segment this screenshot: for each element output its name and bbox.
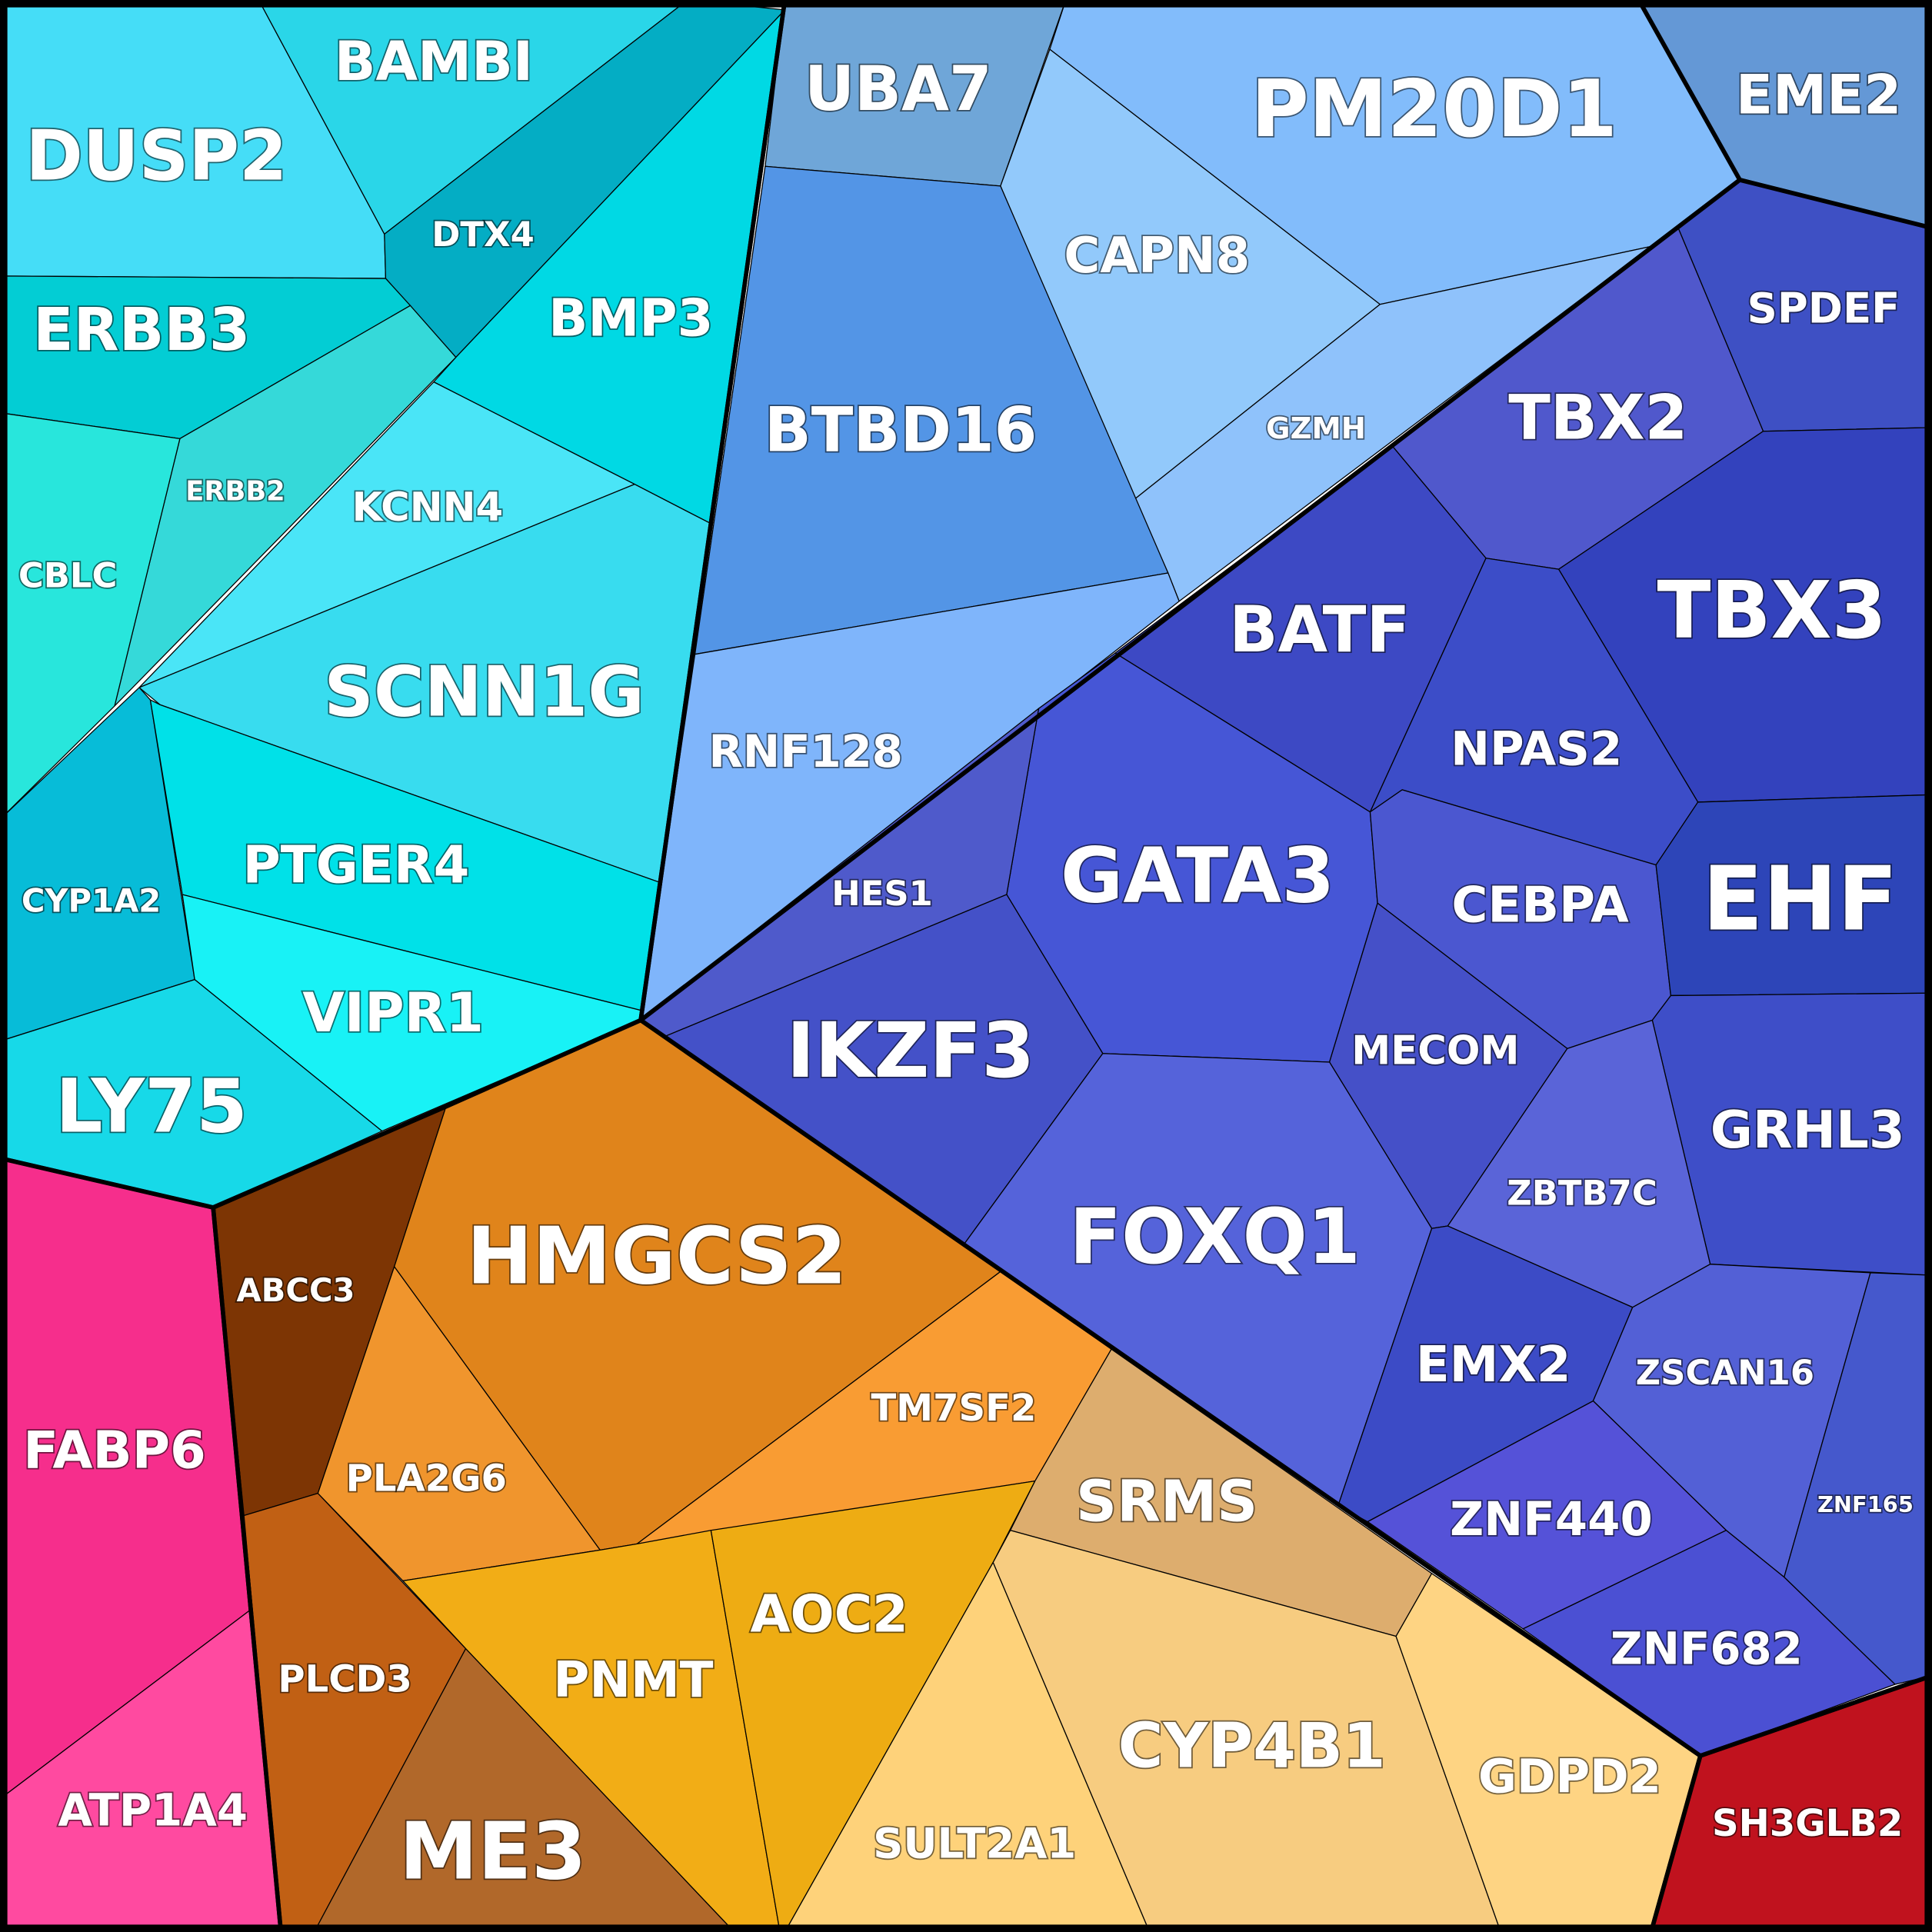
cell-label: EME2 (1736, 63, 1901, 126)
cell-label: ATP1A4 (58, 1784, 248, 1836)
cell-label: FOXQ1 (1069, 1193, 1361, 1281)
cell-label: ABCC3 (236, 1271, 355, 1309)
group-outline (0, 1156, 284, 1932)
cell-label: PNMT (553, 1652, 713, 1709)
cell-label: TBX2 (1508, 382, 1687, 454)
cell-label: UBA7 (804, 53, 992, 125)
cell-label: CYP1A2 (22, 882, 161, 920)
cell-label: RNF128 (709, 725, 903, 778)
cell-label: TBX3 (1657, 565, 1887, 657)
cell (1655, 794, 1932, 997)
cell-label: PLA2G6 (346, 1457, 507, 1500)
cell-label: VIPR1 (302, 981, 484, 1044)
cell-label: SULT2A1 (873, 1819, 1076, 1868)
labels: DUSP2 BAMBI DTX4 BMP3 ERBB3 ERBB2 CBLC KCNN4 SCN… (17, 28, 1915, 1899)
cell-label: EHF (1703, 848, 1898, 951)
cell-label: ERBB2 (185, 476, 285, 508)
cell-label: KCNN4 (352, 485, 503, 531)
cell-label: ZSCAN16 (1636, 1352, 1814, 1393)
cell-label: NPAS2 (1451, 722, 1622, 777)
cell-label: SH3GLB2 (1712, 1802, 1903, 1845)
cell-label: PM20D1 (1251, 64, 1617, 155)
cell-label: ZBTB7C (1507, 1172, 1657, 1213)
cell-label: PLCD3 (278, 1658, 411, 1701)
cell-label: DUSP2 (25, 116, 287, 196)
cell-label: BAMBI (335, 30, 533, 93)
cell-label: CAPN8 (1064, 228, 1250, 285)
cell-label: SCNN1G (324, 652, 645, 732)
cell-label: MECOM (1351, 1028, 1519, 1074)
cell-label: GDPD2 (1478, 1750, 1661, 1804)
cell-label: HES1 (831, 873, 933, 914)
cell-label: DTX4 (431, 214, 535, 255)
cell-label: BATF (1229, 592, 1410, 667)
cell (0, 412, 181, 820)
cell-label: AOC2 (750, 1584, 908, 1644)
group-outline (211, 1018, 1703, 1932)
cell-label: ERBB3 (33, 296, 250, 365)
cell (0, 1608, 281, 1932)
cell-label: CYP4B1 (1118, 1710, 1386, 1782)
cell-label: SRMS (1076, 1469, 1257, 1534)
cell-label: IKZF3 (786, 1007, 1034, 1095)
cell-label: GRHL3 (1710, 1100, 1905, 1160)
cell (992, 1530, 1501, 1932)
group-outline (1636, 0, 1932, 231)
cell (0, 687, 195, 1042)
cell-label: CEBPA (1451, 878, 1629, 934)
cell-label: LY75 (55, 1064, 248, 1150)
cell-label: EMX2 (1416, 1337, 1571, 1394)
cell-label: ZNF682 (1611, 1623, 1803, 1675)
cell-label: BTBD16 (764, 395, 1038, 466)
cell-label: CBLC (18, 555, 118, 596)
cell-label: TM7SF2 (871, 1387, 1037, 1430)
cell-label: ZNF165 (1817, 1491, 1914, 1517)
cell-label: ZNF440 (1450, 1492, 1653, 1547)
cell-label: ME3 (399, 1806, 586, 1897)
cell-label: PTGER4 (243, 835, 470, 895)
cell-label: GATA3 (1061, 832, 1335, 921)
cell-label: SPDEF (1747, 284, 1900, 333)
cell-label: FABP6 (23, 1421, 206, 1481)
cell-label: GZMH (1266, 411, 1366, 446)
cell-label: BMP3 (548, 288, 713, 348)
cell-label: HMGCS2 (467, 1211, 847, 1303)
